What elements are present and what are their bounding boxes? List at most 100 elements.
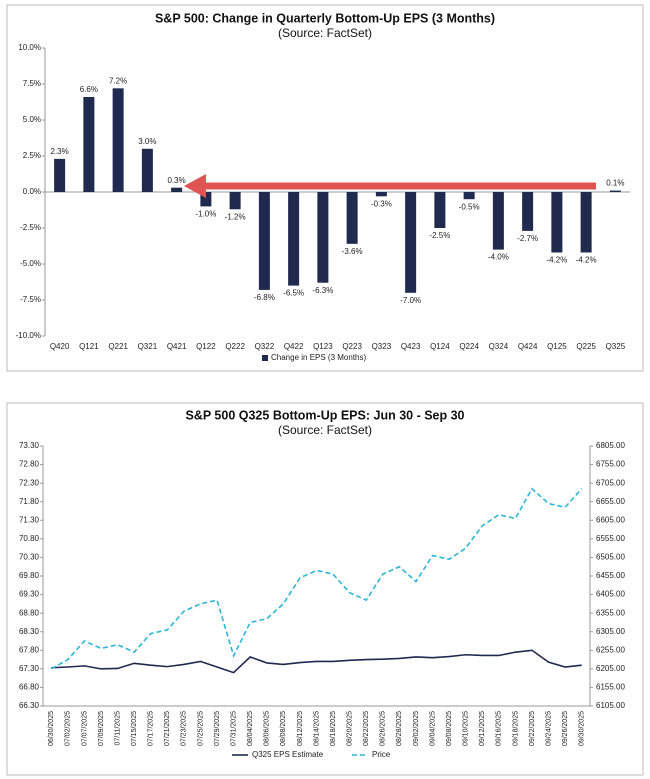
y-tick-label: 71.80 (19, 497, 40, 506)
data-label: -3.6% (342, 247, 363, 256)
x-tick-label: 09/22/2025 (529, 711, 536, 746)
x-tick-label: 09/26/2025 (562, 711, 569, 746)
data-label: 0.1% (606, 179, 624, 188)
y2-tick-label: 6405.00 (596, 590, 625, 599)
data-label: -1.2% (225, 212, 246, 221)
line (50, 487, 583, 670)
x-tick-label: 07/11/2025 (114, 711, 121, 746)
bar (317, 192, 329, 283)
y-tick-label: 67.30 (19, 664, 40, 673)
y-tick-label: 68.80 (19, 608, 40, 617)
y-tick-label: -5.0% (20, 259, 41, 268)
y-tick-label: 72.30 (19, 478, 40, 487)
x-tick-label: Q325 (606, 342, 626, 351)
y-tick-label: 66.30 (19, 701, 40, 710)
y2-tick-label: 6505.00 (596, 553, 625, 562)
y-tick-label: 10.0% (18, 43, 41, 52)
y-tick-label: 72.80 (19, 460, 40, 469)
x-tick-label: 08/26/2025 (380, 711, 387, 746)
y-tick-label: 5.0% (23, 115, 41, 124)
x-tick-label: Q122 (196, 342, 216, 351)
data-label: -6.8% (254, 293, 275, 302)
y-tick-label: 71.30 (19, 515, 40, 524)
x-tick-label: 09/18/2025 (512, 711, 519, 746)
data-label: 2.3% (51, 147, 69, 156)
x-tick-label: Q222 (225, 342, 245, 351)
bar (258, 192, 270, 290)
data-label: -4.2% (546, 256, 567, 265)
x-tick-label: 08/18/2025 (330, 711, 337, 746)
x-tick-label: 08/06/2025 (264, 711, 271, 746)
x-tick-label: 09/04/2025 (429, 711, 436, 746)
y-tick-label: -7.5% (20, 295, 41, 304)
x-tick-label: 07/09/2025 (98, 711, 105, 746)
x-tick-label: Q121 (79, 342, 99, 351)
bar (112, 88, 124, 192)
bar (463, 192, 475, 200)
bar (83, 96, 95, 192)
x-tick-label: 08/20/2025 (346, 711, 353, 746)
plots: -10.0% -7.5% -5.0% -2.5% 0.0% 2.5% 5.0% 7.5% 10.… (16, 43, 630, 759)
x-tick-label: 08/28/2025 (396, 711, 403, 746)
data-label: 0.3% (168, 176, 186, 185)
x-tick-label: Q420 (50, 342, 70, 351)
y2-tick-label: 6705.00 (596, 478, 625, 487)
y2-tick-label: 6455.00 (596, 571, 625, 580)
y2-tick-label: 6555.00 (596, 534, 625, 543)
x-tick-label: Q223 (342, 342, 362, 351)
legend-swatch (262, 355, 268, 361)
bar (200, 192, 212, 207)
bar (434, 192, 446, 228)
y2-tick-label: 6805.00 (596, 441, 625, 450)
y-tick-label: 2.5% (23, 151, 41, 160)
data-label: 7.2% (109, 76, 127, 85)
bar (522, 192, 534, 231)
data-label: -1.0% (195, 210, 216, 219)
bar (609, 190, 621, 192)
y-tick-label: -2.5% (20, 223, 41, 232)
data-label: -4.0% (488, 253, 509, 262)
y-tick-label: 66.80 (19, 683, 40, 692)
x-tick-label: Q323 (372, 342, 392, 351)
x-tick-label: 07/23/2025 (181, 711, 188, 746)
y-tick-label: 0.0% (23, 187, 41, 196)
x-tick-label: Q225 (576, 342, 596, 351)
x-tick-label: 07/29/2025 (214, 711, 221, 746)
bar (54, 158, 66, 192)
x-tick-label: 07/02/2025 (65, 711, 72, 746)
y-tick-label: 70.30 (19, 553, 40, 562)
x-tick-label: 07/15/2025 (131, 711, 138, 746)
x-tick-label: 09/16/2025 (496, 711, 503, 746)
data-label: -7.0% (400, 296, 421, 305)
y2-tick-label: 6255.00 (596, 645, 625, 654)
bar (492, 192, 504, 250)
x-tick-label: Q125 (547, 342, 567, 351)
y2-tick-label: 6755.00 (596, 460, 625, 469)
y2-tick-label: 6305.00 (596, 627, 625, 636)
data-label: -2.5% (429, 231, 450, 240)
y-tick-label: 67.80 (19, 645, 40, 654)
bar (141, 148, 153, 192)
y2-tick-label: 6355.00 (596, 608, 625, 617)
y-tick-label: 69.80 (19, 571, 40, 580)
y2-tick-label: 6155.00 (596, 683, 625, 692)
legend-label: Price (372, 750, 391, 759)
line (51, 649, 582, 674)
x-tick-label: Q424 (518, 342, 538, 351)
x-tick-label: 06/30/2025 (48, 711, 55, 746)
data-label: -6.5% (283, 289, 304, 298)
x-tick-label: Q124 (430, 342, 450, 351)
x-tick-label: 09/24/2025 (545, 711, 552, 746)
x-tick-label: 09/10/2025 (463, 711, 470, 746)
legend-label: Q325 EPS Estimate (252, 750, 324, 759)
chart-title: S&P 500 Q325 Bottom-Up EPS: Jun 30 - Sep… (185, 408, 464, 422)
arrow (184, 174, 596, 198)
y-tick-label: -10.0% (16, 331, 41, 340)
x-tick-label: 08/04/2025 (247, 711, 254, 746)
x-tick-label: 08/14/2025 (313, 711, 320, 746)
data-label: -4.2% (576, 256, 597, 265)
x-tick-label: 09/12/2025 (479, 711, 486, 746)
bar (288, 192, 300, 286)
y-tick-label: 73.30 (19, 441, 40, 450)
